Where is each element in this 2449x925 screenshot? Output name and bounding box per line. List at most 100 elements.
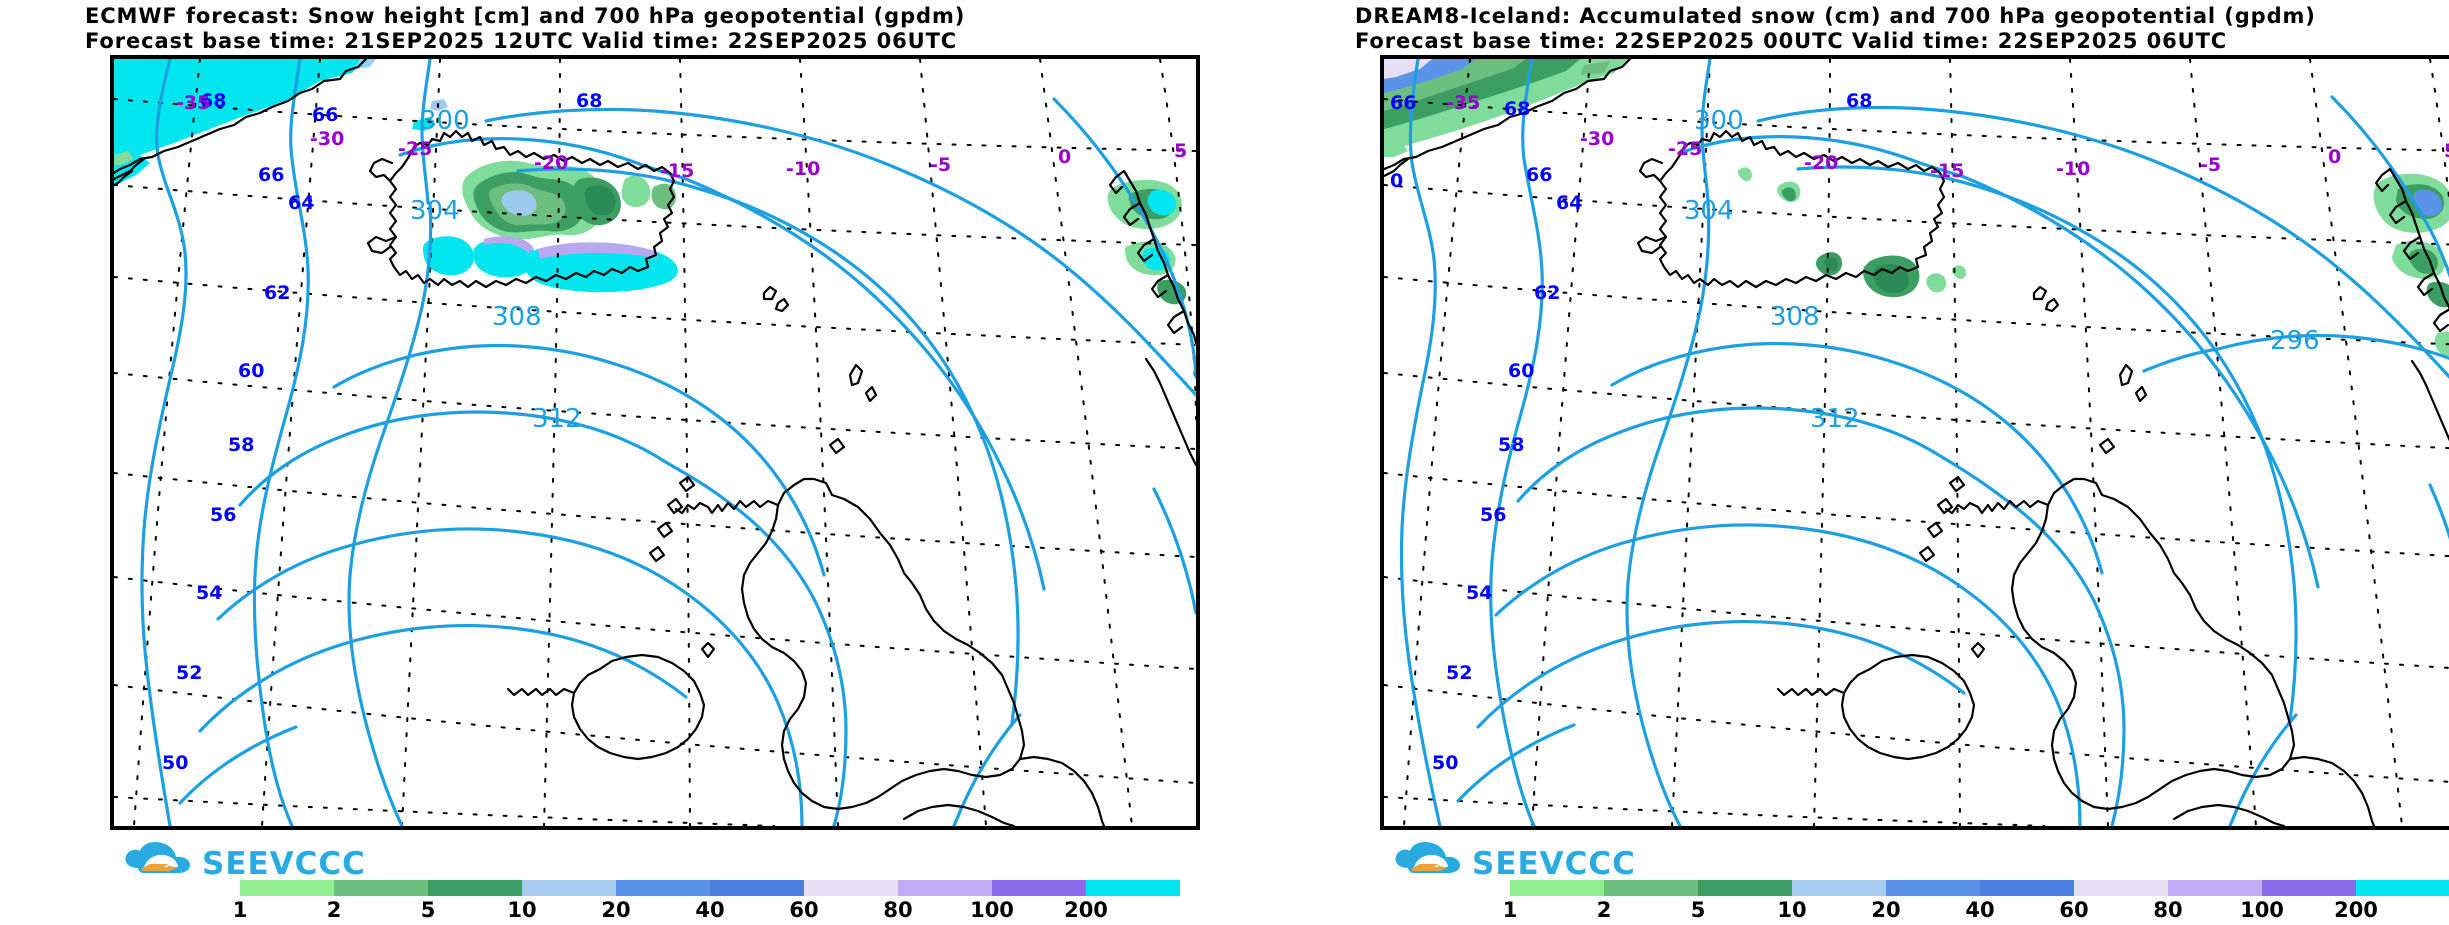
colorbar-swatch [2262, 880, 2356, 896]
colorbar-swatch [334, 880, 428, 896]
colorbar-tick-label: 200 [1064, 898, 1108, 922]
svg-text:0: 0 [2328, 146, 2341, 168]
coastlines-dream8 [1384, 59, 2449, 826]
colorbar-swatch [428, 880, 522, 896]
colorbar-left-ticks: 1 2 5 10 20 40 60 80 100 200 [233, 898, 1180, 922]
seevccc-logo-mark-right: SEEVCCC [1395, 841, 1636, 882]
svg-text:58: 58 [1498, 434, 1524, 456]
svg-text:304: 304 [410, 196, 460, 226]
map-ecmwf-svg: 68 66 66 64 62 60 58 56 54 52 50 68 [114, 59, 1196, 826]
colorbar-tick-label: 40 [1965, 898, 1995, 922]
svg-text:56: 56 [210, 504, 236, 526]
svg-text:68: 68 [1504, 98, 1530, 120]
svg-text:54: 54 [1466, 582, 1492, 604]
svg-text:52: 52 [1446, 662, 1472, 684]
seevccc-wordmark-left: SEEVCCC [202, 846, 366, 882]
svg-text:66: 66 [1390, 92, 1416, 114]
svg-text:60: 60 [1508, 360, 1534, 382]
colorbar-tick-label: 2 [1596, 898, 1612, 922]
panel-dream8-titles: DREAM8-Iceland: Accumulated snow (cm) an… [1355, 4, 2449, 54]
colorbar-swatch [1886, 880, 1980, 896]
svg-text:-20: -20 [534, 152, 568, 174]
panel-dream8: DREAM8-Iceland: Accumulated snow (cm) an… [1295, 0, 2449, 925]
svg-text:62: 62 [1534, 282, 1560, 304]
colorbar-tick-label: 20 [601, 898, 631, 922]
colorbar-left: 1 2 5 10 20 40 60 80 100 200 [233, 880, 1180, 924]
colorbar-swatch [898, 880, 992, 896]
svg-text:-20: -20 [1804, 152, 1838, 174]
colorbar-swatch [1792, 880, 1886, 896]
svg-text:50: 50 [162, 752, 188, 774]
panel-ecmwf-title-line2: Forecast base time: 21SEP2025 12UTC Vali… [85, 29, 958, 53]
svg-text:0: 0 [1390, 170, 1403, 192]
svg-text:64: 64 [288, 192, 314, 214]
svg-text:-25: -25 [398, 138, 432, 160]
colorbar-swatch [2356, 880, 2449, 896]
latitude-labels-dream8: 66 0 68 66 64 62 60 58 56 54 52 50 68 [1390, 90, 1872, 774]
latitude-labels-ecmwf: 68 66 66 64 62 60 58 56 54 52 50 68 [162, 90, 602, 774]
colorbar-tick-label: 10 [1777, 898, 1807, 922]
geopotential-contours-dream8 [1399, 59, 2449, 826]
svg-text:-30: -30 [1580, 128, 1614, 150]
svg-text:58: 58 [228, 434, 254, 456]
svg-text:312: 312 [532, 404, 582, 434]
geopotential-contours-ecmwf [140, 59, 1196, 826]
colorbar-left-swatches [240, 880, 1180, 896]
colorbar-tick-label: 1 [232, 898, 248, 922]
map-dream8: 66 0 68 66 64 62 60 58 56 54 52 50 68 [1380, 55, 2449, 830]
svg-text:300: 300 [420, 106, 470, 136]
svg-text:66: 66 [1526, 164, 1552, 186]
svg-text:60: 60 [238, 360, 264, 382]
svg-text:62: 62 [264, 282, 290, 304]
svg-text:300: 300 [1694, 106, 1744, 136]
coastlines-ecmwf [114, 59, 1196, 826]
colorbar-swatch [1510, 880, 1604, 896]
panel-ecmwf-title-line1: ECMWF forecast: Snow height [cm] and 700… [85, 4, 966, 28]
colorbar-tick-label: 100 [2240, 898, 2284, 922]
svg-text:-10: -10 [786, 158, 820, 180]
colorbar-swatch [710, 880, 804, 896]
svg-text:-5: -5 [930, 154, 951, 176]
map-ecmwf: 68 66 66 64 62 60 58 56 54 52 50 68 [110, 55, 1200, 830]
longitude-labels-dream8: -35 -30 -25 -20 -15 -10 -5 0 5 [1446, 92, 2449, 182]
svg-text:54: 54 [196, 582, 222, 604]
colorbar-swatch [240, 880, 334, 896]
colorbar-tick-label: 80 [883, 898, 913, 922]
svg-text:5: 5 [1174, 140, 1187, 162]
colorbar-swatch [2074, 880, 2168, 896]
svg-text:68: 68 [200, 90, 226, 112]
svg-text:-35: -35 [1446, 92, 1480, 114]
svg-text:50: 50 [1432, 752, 1458, 774]
colorbar-tick-label: 20 [1871, 898, 1901, 922]
colorbar-right: 1 2 5 10 20 40 60 80 100 200 [1503, 880, 2449, 924]
panel-dream8-title-line1: DREAM8-Iceland: Accumulated snow (cm) an… [1355, 4, 2316, 28]
svg-text:66: 66 [312, 104, 338, 126]
svg-text:52: 52 [176, 662, 202, 684]
colorbar-swatch [616, 880, 710, 896]
map-dream8-svg: 66 0 68 66 64 62 60 58 56 54 52 50 68 [1384, 59, 2449, 826]
seevccc-wordmark-right: SEEVCCC [1472, 846, 1636, 882]
cloud-icon [1395, 841, 1460, 873]
svg-text:312: 312 [1810, 404, 1860, 434]
colorbar-tick-label: 100 [970, 898, 1014, 922]
colorbar-right-swatches [1510, 880, 2449, 896]
longitude-labels-ecmwf: -35 -30 -25 -20 -15 -10 -5 0 5 [176, 92, 1187, 182]
svg-text:296: 296 [2270, 326, 2320, 356]
colorbar-tick-label: 80 [2153, 898, 2183, 922]
panel-ecmwf-titles: ECMWF forecast: Snow height [cm] and 700… [85, 4, 1215, 54]
colorbar-tick-label: 60 [2059, 898, 2089, 922]
svg-text:66: 66 [258, 164, 284, 186]
svg-text:-30: -30 [310, 128, 344, 150]
colorbar-swatch [992, 880, 1086, 896]
colorbar-swatch [1698, 880, 1792, 896]
svg-text:-25: -25 [1668, 138, 1702, 160]
seevccc-logo-right: SEEVCCC [1390, 838, 1690, 884]
seevccc-logo-left: SEEVCCC [120, 838, 420, 884]
colorbar-tick-label: 2 [326, 898, 342, 922]
colorbar-tick-label: 60 [789, 898, 819, 922]
colorbar-swatch [2168, 880, 2262, 896]
svg-text:-10: -10 [2056, 158, 2090, 180]
colorbar-right-ticks: 1 2 5 10 20 40 60 80 100 200 [1503, 898, 2449, 922]
seevccc-logo-mark-left: SEEVCCC [125, 841, 366, 882]
